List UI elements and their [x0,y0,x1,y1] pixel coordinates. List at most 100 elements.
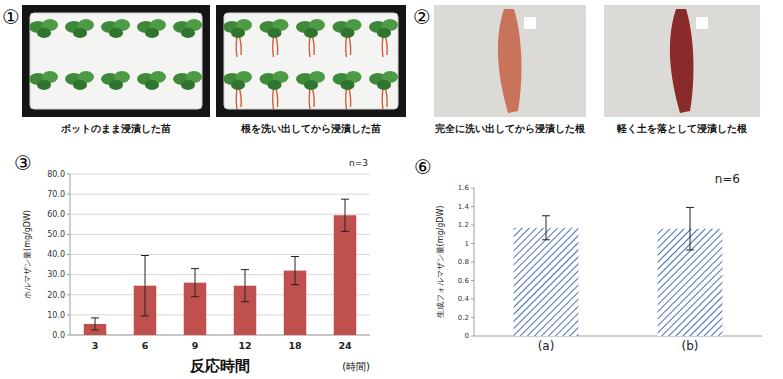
error-cap [141,255,149,256]
leaf [145,28,159,38]
grid-line [70,314,370,315]
error-cap [686,249,694,250]
leaf [377,28,391,38]
photo-panel: ① ポットのまま浸漬した苗 根を洗い出してから浸漬した苗 [2,5,406,134]
category-label: 3 [92,340,99,351]
error-stem [95,318,96,330]
x-axis [70,335,370,336]
root [670,9,694,113]
leaf [304,28,318,38]
leaf [145,80,159,90]
tray [224,13,398,109]
error-cap [141,315,149,316]
tick-label: 50.0 [47,230,65,239]
grid-line [70,274,370,275]
photo-panel: ②完全に洗い出してから浸漬した根軽く土を落として浸漬した根 [413,5,760,135]
tick-label: 1.4 [458,203,470,211]
y-axis [70,174,71,335]
error-stem [345,199,346,231]
tick-label: 0.6 [458,277,470,285]
photo-caption: 完全に洗い出してから浸漬した根 [435,123,586,134]
leaf [37,28,51,38]
panel-label: ① [2,5,20,29]
tick-label: 0.4 [458,295,470,303]
y-title: ホルマザン量(mg/gDW) [23,210,32,299]
tray [30,13,202,109]
error-cap [191,296,199,297]
photo-bg [434,5,586,117]
annotation: n=6 [715,172,740,186]
photo-caption: ポットのまま浸漬した苗 [60,123,171,134]
marks [514,207,723,336]
tick-label: 0.2 [458,314,469,322]
root [498,9,522,113]
photo-caption: 根を洗い出してから浸漬した苗 [240,123,381,134]
error-stem [195,269,196,297]
figure: ①ポットのまま浸漬した苗根を洗い出してから浸漬した苗②完全に洗い出してから浸漬し… [0,0,783,379]
error-cap [291,256,299,257]
grid-line [70,294,370,295]
panel-label: ③ [14,151,32,175]
tick-label: 30.0 [47,270,65,279]
error-stem [295,257,296,285]
error-stem [145,256,146,316]
error-cap [91,317,99,318]
category-label: 6 [142,340,149,351]
leaf [268,28,282,38]
error-bar [141,256,149,316]
error-stem [546,216,547,240]
grid-line [70,194,370,195]
error-bar [542,216,550,240]
category-label: 24 [338,340,352,351]
leaf [231,28,245,38]
category-label: 12 [238,340,251,351]
category-label: 18 [288,340,302,351]
tick-label: 1 [465,240,469,248]
panel-label: ⑥ [414,155,432,179]
leaf [341,28,355,38]
annotation: n=3 [349,158,368,168]
x-title: 反応時間 [189,357,250,375]
category-label: (a) [538,339,555,353]
error-cap [241,269,249,270]
photo-caption: 軽く土を落として浸漬した根 [616,123,748,135]
tick-label: 10.0 [47,311,65,320]
error-bar [686,207,694,250]
error-cap [341,231,349,232]
error-cap [542,215,550,216]
grid-line [70,214,370,215]
photo-bg [604,5,760,117]
tick-label: 60.0 [47,210,65,219]
tick-label: 1.2 [458,221,469,229]
tick-label: 0.8 [458,258,469,266]
grid-line [70,174,370,175]
error-cap [686,207,694,208]
tick-label: 80.0 [47,170,65,179]
leaf [109,80,123,90]
category-label: 9 [192,340,199,351]
error-bar [91,318,99,330]
y-title: 生成フォルマザン量(mg/gDW) [436,206,445,319]
error-bar [291,257,299,285]
tag [696,17,708,29]
leaf [304,80,318,90]
y-axis [474,188,475,336]
leaf [341,80,355,90]
error-bar [191,269,199,297]
bar [514,228,579,336]
error-cap [191,268,199,269]
tick-label: 0.0 [52,331,65,340]
tag [524,17,536,29]
photo-bg [22,5,210,117]
leaf [377,80,391,90]
leaf [73,28,87,38]
error-stem [690,207,691,250]
tick-label: 1.6 [458,184,470,192]
leaf [181,80,195,90]
bar [334,215,357,335]
grid-line [70,234,370,235]
grid-line [70,254,370,255]
leaf [181,28,195,38]
leaf [231,80,245,90]
photo-bg [216,5,406,117]
